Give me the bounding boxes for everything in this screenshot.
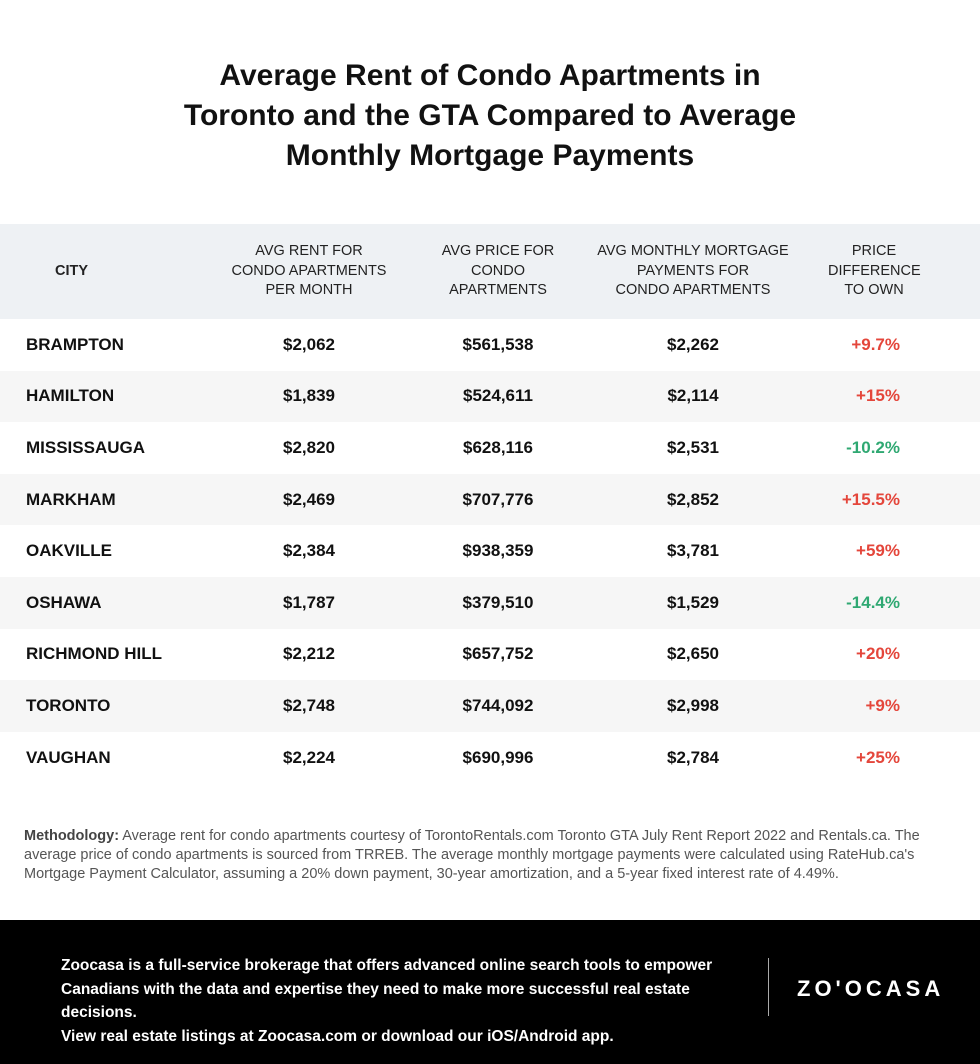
cell-mortgage: $2,784 [667, 747, 719, 767]
cell-diff: +9% [865, 695, 901, 715]
table-row: HAMILTON $1,839 $524,611 $2,114 +15% [0, 370, 980, 423]
methodology: Methodology: Average rent for condo apar… [24, 828, 920, 882]
table-row: OSHAWA $1,787 $379,510 $1,529 -14.4% [0, 576, 980, 629]
table-row: VAUGHAN $2,224 $690,996 $2,784 +25% [0, 732, 980, 784]
cell-rent: $1,787 [283, 592, 335, 612]
header-diff: PRICE DIFFERENCE TO OWN [828, 243, 921, 299]
table-row: MISSISSAUGA $2,820 $628,116 $2,531 -10.2% [0, 422, 980, 474]
cta-text: View real estate listings at Zoocasa.com… [61, 1027, 614, 1045]
cell-diff: +25% [856, 747, 900, 767]
cell-diff: +59% [856, 541, 900, 561]
table-row: MARKHAM $2,469 $707,776 $2,852 +15.5% [0, 473, 980, 526]
cell-city: OSHAWA [26, 592, 102, 612]
cell-mortgage: $1,529 [667, 592, 719, 612]
data-table: CITY AVG RENT FOR CONDO APARTMENTS PER MON… [0, 224, 980, 783]
cell-price: $707,776 [462, 489, 534, 509]
cell-rent: $2,212 [283, 644, 335, 664]
cell-mortgage: $3,781 [667, 541, 719, 561]
cell-rent: $2,062 [283, 334, 335, 354]
cell-city: TORONTO [26, 695, 111, 715]
table-row: TORONTO $2,748 $744,092 $2,998 +9% [0, 680, 980, 732]
zoocasa-logo: ZO'OCASA [797, 976, 945, 1001]
cell-price: $561,538 [462, 334, 534, 354]
page-title: Average Rent of Condo Apartments in Toro… [183, 59, 797, 172]
cell-mortgage: $2,998 [667, 695, 719, 715]
cell-price: $744,092 [462, 695, 534, 715]
about-text: Zoocasa is a full-service brokerage that… [61, 957, 713, 1021]
cell-diff: -10.2% [846, 437, 900, 457]
cell-diff: +15% [856, 386, 900, 406]
cell-city: OAKVILLE [26, 541, 112, 561]
cell-mortgage: $2,531 [667, 437, 719, 457]
cell-city: MISSISSAUGA [26, 437, 146, 457]
cell-price: $628,116 [463, 437, 533, 457]
cell-price: $379,510 [462, 592, 534, 612]
cell-mortgage: $2,852 [667, 489, 719, 509]
cell-price: $690,996 [462, 747, 534, 767]
header-price: AVG PRICE FOR CONDO APARTMENTS [441, 243, 555, 299]
cell-price: $524,611 [463, 386, 533, 406]
cell-rent: $2,384 [283, 541, 335, 561]
cell-city: RICHMOND HILL [26, 644, 162, 664]
cell-rent: $2,469 [283, 489, 335, 509]
table-row: BRAMPTON $2,062 $561,538 $2,262 +9.7% [0, 319, 980, 371]
cell-mortgage: $2,650 [667, 644, 719, 664]
header-city: CITY [55, 262, 89, 279]
header-mortgage: AVG MONTHLY MORTGAGE PAYMENTS FOR CONDO AP… [597, 243, 789, 299]
cell-city: BRAMPTON [26, 334, 124, 354]
table-row: OAKVILLE $2,384 $938,359 $3,781 +59% [0, 525, 980, 577]
cell-diff: +9.7% [851, 334, 900, 354]
cell-rent: $2,224 [283, 747, 335, 767]
cell-city: VAUGHAN [26, 747, 111, 767]
cell-price: $938,359 [462, 541, 534, 561]
cell-mortgage: $2,262 [667, 334, 719, 354]
divider [768, 958, 769, 1016]
table-row: RICHMOND HILL $2,212 $657,752 $2,650 +20% [0, 629, 980, 681]
cell-city: MARKHAM [26, 489, 116, 509]
table-header: CITY AVG RENT FOR CONDO APARTMENTS PER MON… [0, 224, 980, 319]
cell-rent: $2,820 [283, 437, 335, 457]
cell-price: $657,752 [462, 644, 534, 664]
cell-city: HAMILTON [26, 386, 115, 406]
header-rent: AVG RENT FOR CONDO APARTMENTS PER MONTH [231, 243, 387, 299]
cell-mortgage: $2,114 [667, 386, 719, 406]
cell-diff: -14.4% [846, 592, 900, 612]
cell-rent: $2,748 [283, 695, 335, 715]
footer: Zoocasa is a full-service brokerage that… [0, 920, 980, 1064]
cell-diff: +20% [856, 644, 900, 664]
cell-rent: $1,839 [283, 386, 335, 406]
cell-diff: +15.5% [841, 489, 900, 509]
